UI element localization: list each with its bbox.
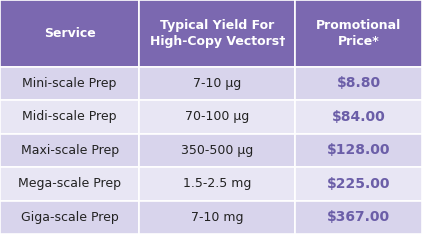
Bar bbox=[139, 167, 295, 201]
Bar bbox=[139, 100, 295, 134]
Bar bbox=[295, 167, 422, 201]
Bar bbox=[0, 167, 139, 201]
Bar bbox=[139, 134, 295, 167]
Text: 7-10 μg: 7-10 μg bbox=[193, 77, 241, 90]
Bar bbox=[295, 67, 422, 100]
Bar bbox=[0, 134, 139, 167]
Text: 350-500 μg: 350-500 μg bbox=[181, 144, 254, 157]
Text: Promotional
Price*: Promotional Price* bbox=[316, 19, 401, 48]
Text: Maxi-scale Prep: Maxi-scale Prep bbox=[21, 144, 119, 157]
Text: Mini-scale Prep: Mini-scale Prep bbox=[22, 77, 117, 90]
Text: $84.00: $84.00 bbox=[332, 110, 386, 124]
Bar bbox=[295, 134, 422, 167]
Text: Typical Yield For
High-Copy Vectors†: Typical Yield For High-Copy Vectors† bbox=[150, 19, 285, 48]
Text: $367.00: $367.00 bbox=[327, 210, 390, 224]
Bar bbox=[0, 100, 139, 134]
Text: 7-10 mg: 7-10 mg bbox=[191, 211, 243, 224]
Bar bbox=[0, 67, 139, 100]
Text: Service: Service bbox=[44, 27, 95, 40]
Text: 1.5-2.5 mg: 1.5-2.5 mg bbox=[183, 177, 252, 190]
Bar bbox=[0, 0, 139, 67]
Text: $128.00: $128.00 bbox=[327, 143, 390, 157]
Text: Midi-scale Prep: Midi-scale Prep bbox=[22, 110, 117, 123]
Bar bbox=[139, 0, 295, 67]
Text: $8.80: $8.80 bbox=[337, 77, 381, 90]
Text: 70-100 μg: 70-100 μg bbox=[185, 110, 249, 123]
Text: $225.00: $225.00 bbox=[327, 177, 390, 191]
Bar bbox=[139, 201, 295, 234]
Bar bbox=[0, 201, 139, 234]
Text: Giga-scale Prep: Giga-scale Prep bbox=[21, 211, 119, 224]
Bar bbox=[139, 67, 295, 100]
Text: Mega-scale Prep: Mega-scale Prep bbox=[18, 177, 121, 190]
Bar bbox=[295, 0, 422, 67]
Bar bbox=[295, 100, 422, 134]
Bar bbox=[295, 201, 422, 234]
